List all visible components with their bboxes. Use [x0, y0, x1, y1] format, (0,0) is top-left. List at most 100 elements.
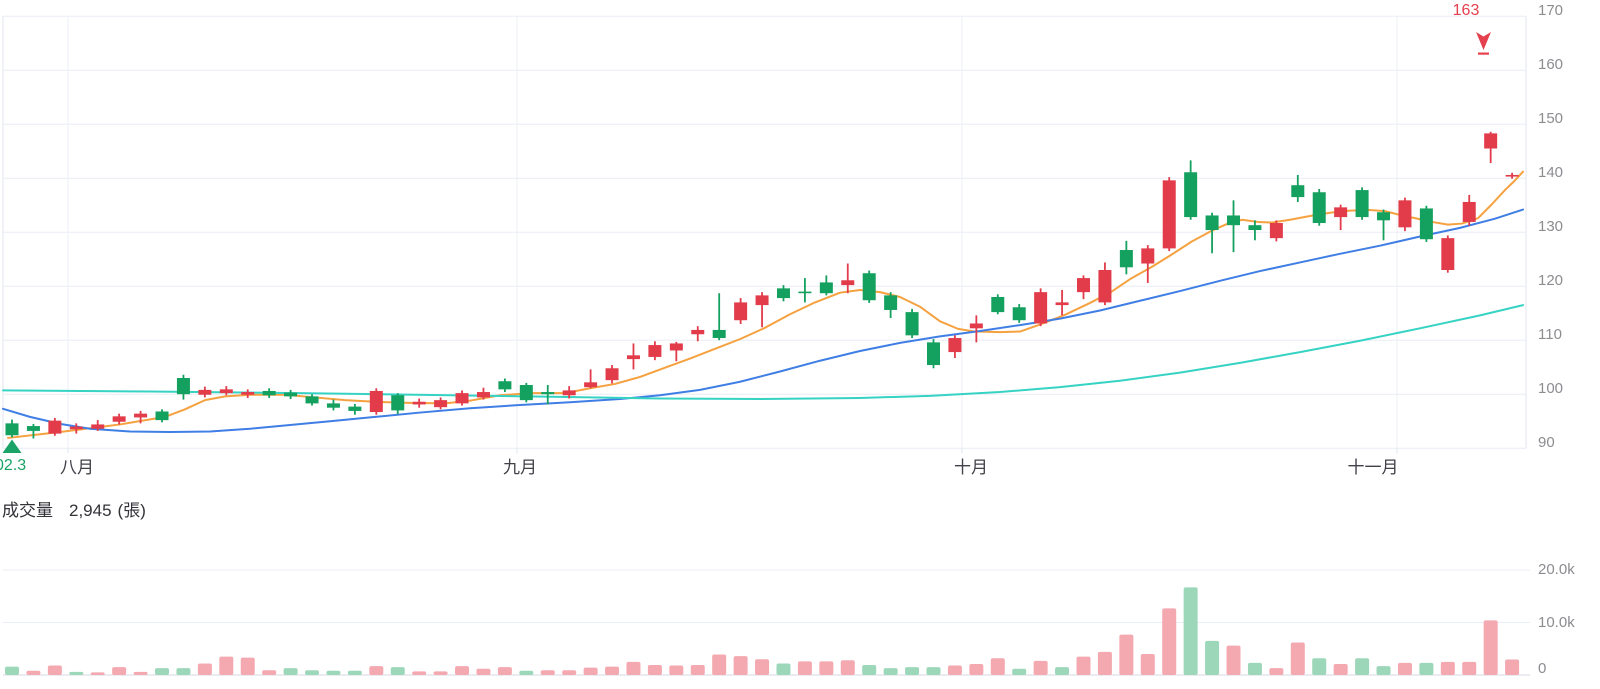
candle-body	[1119, 250, 1133, 268]
volume-bar	[862, 665, 877, 675]
candle-body	[626, 355, 640, 360]
volume-bar	[240, 657, 255, 675]
candle-body	[969, 323, 983, 329]
volume-bar	[883, 668, 898, 675]
volume-bar	[1119, 634, 1134, 675]
volume-bar	[197, 663, 212, 675]
volume-bar	[1419, 662, 1434, 675]
candle-body	[541, 392, 555, 395]
volume-bar	[1440, 661, 1455, 675]
candle-body	[1248, 225, 1262, 231]
candle-body	[734, 302, 748, 321]
volume-bar	[1055, 667, 1070, 675]
volume-bar	[455, 666, 470, 675]
candle-body	[219, 389, 233, 394]
candle-body	[819, 282, 833, 294]
volume-bar	[219, 656, 234, 675]
candle-body	[798, 291, 812, 294]
volume-bar	[90, 672, 105, 675]
candle-body	[155, 411, 169, 421]
volume-bar	[26, 670, 41, 675]
candle-body	[134, 413, 148, 418]
candle-body	[1291, 185, 1305, 198]
volume-bar	[133, 671, 148, 675]
volume-bar	[1205, 640, 1220, 675]
volume-bar	[1462, 661, 1477, 675]
candle-body	[284, 392, 298, 397]
candle-body	[926, 342, 940, 366]
volume-bar	[262, 670, 277, 675]
candle-body	[112, 416, 126, 422]
candle-body	[1205, 215, 1219, 231]
candle-body	[48, 420, 62, 434]
volume-bar	[476, 668, 491, 675]
volume-bar	[562, 670, 577, 675]
sell-signal-dash-icon	[1478, 52, 1489, 55]
candle-body	[498, 381, 512, 390]
volume-bar	[947, 665, 962, 675]
candle-body	[326, 403, 340, 408]
volume-bar	[176, 668, 191, 675]
candle-body	[669, 343, 683, 351]
volume-bar	[347, 670, 362, 675]
candle-body	[1484, 133, 1498, 149]
candle-body	[1227, 215, 1241, 226]
volume-bar	[755, 659, 770, 675]
candle-body	[584, 382, 598, 388]
candle-body	[1441, 238, 1455, 270]
ma-long-teal-line	[2, 304, 1524, 401]
volume-bar	[969, 663, 984, 675]
candle-body	[262, 390, 276, 396]
candle-body	[1012, 307, 1026, 321]
candle-body	[562, 390, 576, 396]
volume-bar	[647, 665, 662, 675]
candle-body	[1398, 200, 1412, 228]
volume-bar	[1033, 660, 1048, 675]
volume-bar	[112, 667, 127, 675]
candle-body	[841, 280, 855, 286]
candle-body	[176, 378, 190, 395]
candle-body	[241, 392, 255, 395]
volume-bar	[797, 661, 812, 675]
candle-body	[1462, 201, 1476, 222]
volume-bar	[1226, 645, 1241, 675]
candle-body	[1034, 292, 1048, 324]
candle-body	[1377, 212, 1391, 221]
volume-bar	[540, 670, 555, 675]
volume-bar	[1183, 587, 1198, 675]
volume-bar	[1290, 642, 1305, 675]
candle-body	[1419, 208, 1433, 240]
volume-bar	[412, 671, 427, 675]
sell-signal-arrow-down-icon	[1476, 32, 1491, 50]
candle-body	[605, 368, 619, 381]
candle-body	[755, 295, 769, 306]
volume-bar	[840, 660, 855, 675]
candle-body	[991, 297, 1005, 313]
candle-body	[1141, 248, 1155, 264]
candle-body	[884, 295, 898, 310]
candle-body	[455, 393, 469, 404]
volume-bar	[433, 671, 448, 675]
volume-bar	[1269, 668, 1284, 675]
volume-bar	[990, 658, 1005, 675]
candle-body	[1055, 302, 1069, 306]
candle-body	[519, 385, 533, 401]
volume-bar	[669, 665, 684, 675]
volume-bar	[905, 667, 920, 675]
candle-body	[712, 329, 726, 339]
volume-bar	[497, 667, 512, 675]
volume-bar	[626, 661, 641, 675]
candle-body	[1098, 270, 1112, 303]
volume-bar	[326, 670, 341, 675]
candle-body	[198, 389, 212, 395]
buy-signal-triangle-icon	[2, 439, 22, 453]
candle-body	[1269, 223, 1283, 239]
volume-bar	[776, 663, 791, 675]
volume-bar	[605, 666, 620, 675]
volume-bar	[1140, 654, 1155, 675]
volume-bar	[155, 668, 170, 675]
candle-body	[69, 426, 83, 430]
candle-body	[1334, 207, 1348, 218]
